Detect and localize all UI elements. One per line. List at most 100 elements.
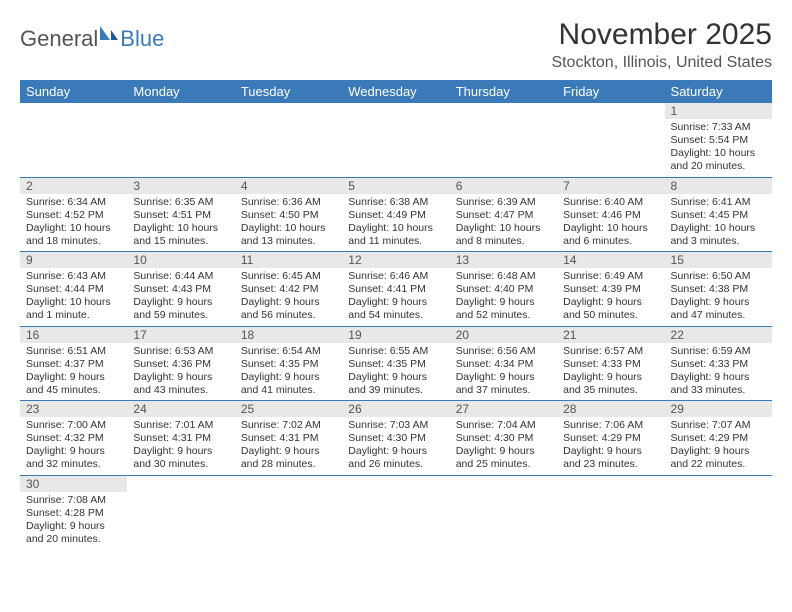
day-number: 13 <box>450 252 557 268</box>
sunset-text: Sunset: 4:36 PM <box>133 358 228 371</box>
sunset-text: Sunset: 4:49 PM <box>348 209 443 222</box>
day-header: Monday <box>127 80 234 103</box>
sunset-text: Sunset: 4:45 PM <box>671 209 766 222</box>
sunrise-text: Sunrise: 6:41 AM <box>671 196 766 209</box>
sunrise-text: Sunrise: 6:49 AM <box>563 270 658 283</box>
day-info: Sunrise: 7:01 AMSunset: 4:31 PMDaylight:… <box>133 419 228 472</box>
day-info: Sunrise: 6:57 AMSunset: 4:33 PMDaylight:… <box>563 345 658 398</box>
sunrise-text: Sunrise: 6:40 AM <box>563 196 658 209</box>
day-info: Sunrise: 6:59 AMSunset: 4:33 PMDaylight:… <box>671 345 766 398</box>
day-info: Sunrise: 6:35 AMSunset: 4:51 PMDaylight:… <box>133 196 228 249</box>
day-cell: 5Sunrise: 6:38 AMSunset: 4:49 PMDaylight… <box>342 177 449 252</box>
day-number: 26 <box>342 401 449 417</box>
daylight-text: Daylight: 9 hours and 52 minutes. <box>456 296 551 322</box>
sunrise-text: Sunrise: 6:54 AM <box>241 345 336 358</box>
daylight-text: Daylight: 9 hours and 30 minutes. <box>133 445 228 471</box>
sunrise-text: Sunrise: 6:59 AM <box>671 345 766 358</box>
sunrise-text: Sunrise: 7:00 AM <box>26 419 121 432</box>
daylight-text: Daylight: 10 hours and 3 minutes. <box>671 222 766 248</box>
day-header: Wednesday <box>342 80 449 103</box>
calendar-row: 2Sunrise: 6:34 AMSunset: 4:52 PMDaylight… <box>20 177 772 252</box>
day-info: Sunrise: 6:39 AMSunset: 4:47 PMDaylight:… <box>456 196 551 249</box>
day-number: 29 <box>665 401 772 417</box>
day-cell: 19 Sunrise: 6:55 AMSunset: 4:35 PMDayligh… <box>342 326 449 401</box>
empty-cell <box>342 103 449 177</box>
day-header: Tuesday <box>235 80 342 103</box>
day-cell: 3Sunrise: 6:35 AMSunset: 4:51 PMDaylight… <box>127 177 234 252</box>
daylight-text: Daylight: 9 hours and 41 minutes. <box>241 371 336 397</box>
sunset-text: Sunset: 4:37 PM <box>26 358 121 371</box>
day-number: 25 <box>235 401 342 417</box>
calendar-row: 9Sunrise: 6:43 AMSunset: 4:44 PMDaylight… <box>20 252 772 327</box>
day-cell: 18Sunrise: 6:54 AMSunset: 4:35 PMDayligh… <box>235 326 342 401</box>
day-info: Sunrise: 6:51 AMSunset: 4:37 PMDaylight:… <box>26 345 121 398</box>
daylight-text: Daylight: 10 hours and 13 minutes. <box>241 222 336 248</box>
day-number: 9 <box>20 252 127 268</box>
day-cell: 29 Sunrise: 7:07 AMSunset: 4:29 PMDayligh… <box>665 401 772 476</box>
day-number: 19 <box>342 327 449 343</box>
day-info: Sunrise: 6:53 AMSunset: 4:36 PMDaylight:… <box>133 345 228 398</box>
sunset-text: Sunset: 4:44 PM <box>26 283 121 296</box>
sunrise-text: Sunrise: 7:02 AM <box>241 419 336 432</box>
day-cell: 22Sunrise: 6:59 AMSunset: 4:33 PMDayligh… <box>665 326 772 401</box>
sunrise-text: Sunrise: 6:48 AM <box>456 270 551 283</box>
day-info: Sunrise: 7:07 AMSunset: 4:29 PMDaylight:… <box>671 419 766 472</box>
daylight-text: Daylight: 10 hours and 11 minutes. <box>348 222 443 248</box>
sunrise-text: Sunrise: 7:06 AM <box>563 419 658 432</box>
empty-cell <box>557 103 664 177</box>
calendar-row: 30Sunrise: 7:08 AMSunset: 4:28 PMDayligh… <box>20 475 772 549</box>
logo-text-blue: Blue <box>120 26 164 52</box>
empty-cell <box>450 103 557 177</box>
day-cell: 23Sunrise: 7:00 AMSunset: 4:32 PMDayligh… <box>20 401 127 476</box>
daylight-text: Daylight: 9 hours and 50 minutes. <box>563 296 658 322</box>
empty-cell <box>665 475 772 549</box>
day-cell: 9Sunrise: 6:43 AMSunset: 4:44 PMDaylight… <box>20 252 127 327</box>
day-info: Sunrise: 6:45 AMSunset: 4:42 PMDaylight:… <box>241 270 336 323</box>
day-number: 6 <box>450 178 557 194</box>
daylight-text: Daylight: 10 hours and 1 minute. <box>26 296 121 322</box>
header: General Blue November 2025 Stockton, Ill… <box>20 18 772 72</box>
sunrise-text: Sunrise: 6:35 AM <box>133 196 228 209</box>
day-number: 27 <box>450 401 557 417</box>
sunrise-text: Sunrise: 6:39 AM <box>456 196 551 209</box>
day-cell: 8Sunrise: 6:41 AMSunset: 4:45 PMDaylight… <box>665 177 772 252</box>
day-info: Sunrise: 7:03 AMSunset: 4:30 PMDaylight:… <box>348 419 443 472</box>
logo-text-general: General <box>20 26 98 52</box>
sunset-text: Sunset: 4:33 PM <box>563 358 658 371</box>
daylight-text: Daylight: 9 hours and 35 minutes. <box>563 371 658 397</box>
sunset-text: Sunset: 4:43 PM <box>133 283 228 296</box>
day-number: 5 <box>342 178 449 194</box>
empty-cell <box>127 475 234 549</box>
sunrise-text: Sunrise: 7:03 AM <box>348 419 443 432</box>
sunset-text: Sunset: 4:38 PM <box>671 283 766 296</box>
day-header: Friday <box>557 80 664 103</box>
daylight-text: Daylight: 9 hours and 33 minutes. <box>671 371 766 397</box>
sunrise-text: Sunrise: 6:45 AM <box>241 270 336 283</box>
sunset-text: Sunset: 5:54 PM <box>671 134 766 147</box>
daylight-text: Daylight: 9 hours and 26 minutes. <box>348 445 443 471</box>
day-info: Sunrise: 6:55 AMSunset: 4:35 PMDaylight:… <box>348 345 443 398</box>
day-number: 24 <box>127 401 234 417</box>
calendar-row: 1Sunrise: 7:33 AMSunset: 5:54 PMDaylight… <box>20 103 772 177</box>
sunrise-text: Sunrise: 6:46 AM <box>348 270 443 283</box>
daylight-text: Daylight: 9 hours and 47 minutes. <box>671 296 766 322</box>
day-info: Sunrise: 6:54 AMSunset: 4:35 PMDaylight:… <box>241 345 336 398</box>
day-number: 21 <box>557 327 664 343</box>
sunset-text: Sunset: 4:29 PM <box>671 432 766 445</box>
day-cell: 20Sunrise: 6:56 AMSunset: 4:34 PMDayligh… <box>450 326 557 401</box>
daylight-text: Daylight: 9 hours and 25 minutes. <box>456 445 551 471</box>
day-cell: 24 Sunrise: 7:01 AMSunset: 4:31 PMDayligh… <box>127 401 234 476</box>
day-header: Sunday <box>20 80 127 103</box>
sunrise-text: Sunrise: 6:36 AM <box>241 196 336 209</box>
calendar-body: 1Sunrise: 7:33 AMSunset: 5:54 PMDaylight… <box>20 103 772 549</box>
location: Stockton, Illinois, United States <box>551 54 772 72</box>
day-info: Sunrise: 7:04 AMSunset: 4:30 PMDaylight:… <box>456 419 551 472</box>
sunset-text: Sunset: 4:41 PM <box>348 283 443 296</box>
logo-sail-icon <box>98 24 120 47</box>
day-number: 28 <box>557 401 664 417</box>
sunset-text: Sunset: 4:30 PM <box>348 432 443 445</box>
day-info: Sunrise: 7:06 AMSunset: 4:29 PMDaylight:… <box>563 419 658 472</box>
day-info: Sunrise: 6:36 AMSunset: 4:50 PMDaylight:… <box>241 196 336 249</box>
day-info: Sunrise: 6:44 AMSunset: 4:43 PMDaylight:… <box>133 270 228 323</box>
empty-cell <box>127 103 234 177</box>
